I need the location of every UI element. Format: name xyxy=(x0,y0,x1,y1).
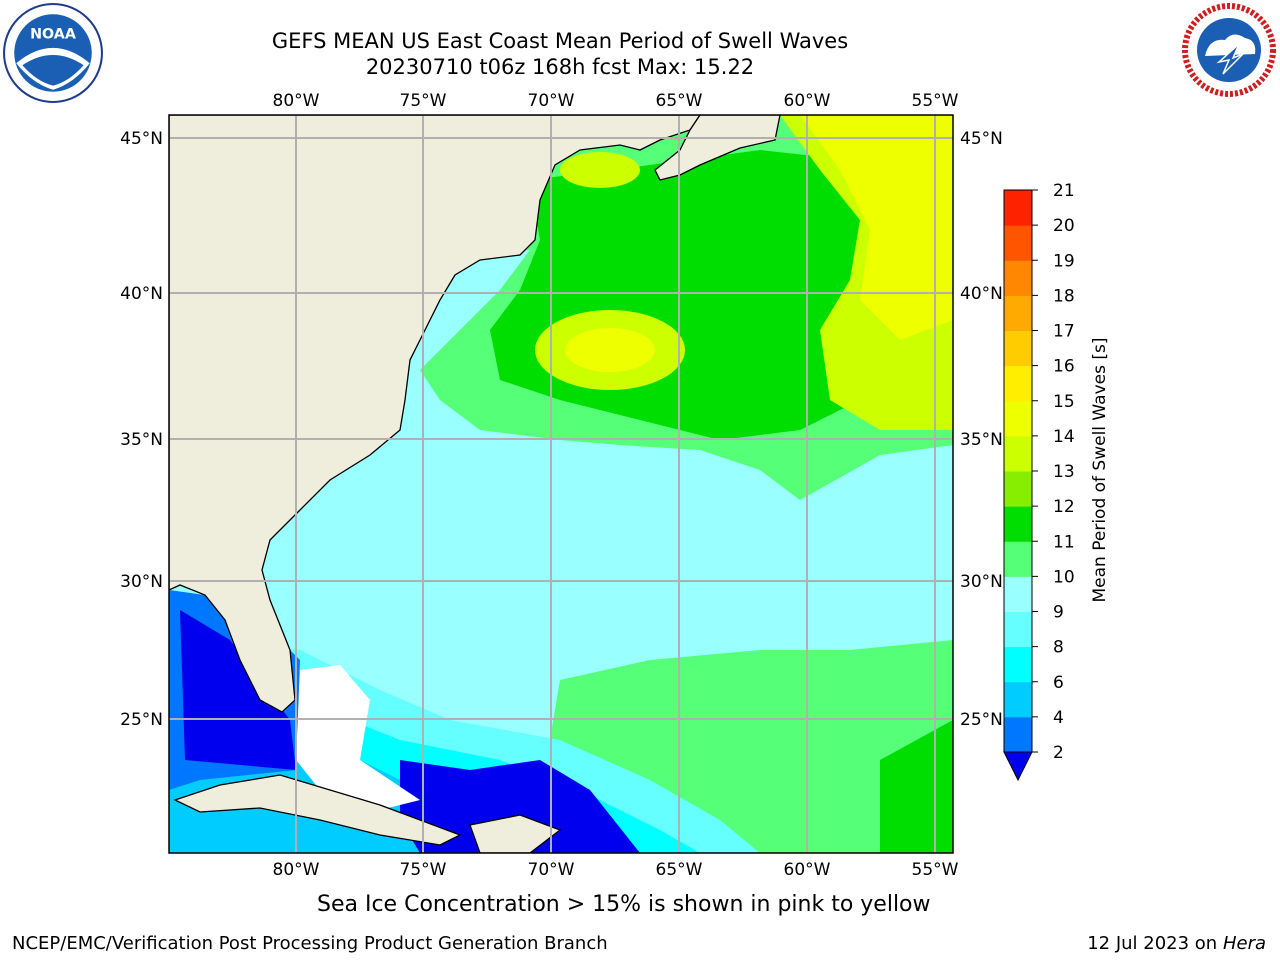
colorbar-tick-label: 13 xyxy=(1053,462,1075,482)
colorbar-label: Mean Period of Swell Waves [s] xyxy=(1090,338,1110,603)
lat-label: 45°N xyxy=(120,129,163,149)
colorbar-tick-label: 4 xyxy=(1053,708,1064,728)
zone-blob-core xyxy=(565,328,655,372)
colorbar-tick-label: 2 xyxy=(1053,743,1064,763)
lat-label: 25°N xyxy=(120,710,163,730)
lon-label: 70°W xyxy=(528,91,575,111)
zone-0-2-gulf xyxy=(180,610,296,770)
colorbar-tick-label: 16 xyxy=(1053,357,1075,377)
colorbar-segment xyxy=(1004,400,1032,437)
colorbar-segment xyxy=(1004,260,1032,296)
colorbar-segment xyxy=(1004,506,1032,542)
date-text: 12 Jul 2023 on xyxy=(1087,933,1223,954)
lon-label: 60°W xyxy=(784,91,831,111)
colorbar-tick-label: 10 xyxy=(1053,567,1075,587)
lon-label: 70°W xyxy=(528,860,575,880)
noaa-logo-icon: NOAA xyxy=(3,3,103,103)
chart-title: GEFS MEAN US East Coast Mean Period of S… xyxy=(271,29,849,53)
lat-label: 35°N xyxy=(120,430,163,450)
colorbar-tick-label: 19 xyxy=(1053,251,1075,271)
colorbar-segment xyxy=(1004,295,1032,331)
map-field-layer xyxy=(169,115,953,853)
credit-text: NCEP/EMC/Verification Post Processing Pr… xyxy=(12,933,608,954)
colorbar-segment xyxy=(1004,716,1032,753)
lon-labels-top: 80°W 75°W 70°W 65°W 60°W 55°W xyxy=(273,91,959,111)
colorbar-tick-label: 21 xyxy=(1053,181,1075,201)
lat-label: 45°N xyxy=(960,129,1003,149)
lat-label: 25°N xyxy=(960,710,1003,730)
lat-label: 40°N xyxy=(960,284,1003,304)
land-hispaniola xyxy=(469,814,562,853)
lon-label: 65°W xyxy=(656,860,703,880)
colorbar-segment xyxy=(1004,190,1032,226)
colorbar-segment xyxy=(1004,225,1032,261)
colorbar-tick-label: 11 xyxy=(1053,532,1075,552)
colorbar-segment xyxy=(1004,435,1032,472)
lat-labels-left: 45°N 40°N 35°N 30°N 25°N xyxy=(120,129,163,730)
colorbar-tick-label: 20 xyxy=(1053,216,1075,236)
zone-no-data xyxy=(296,665,420,810)
colorbar-tick-label: 9 xyxy=(1053,603,1064,623)
chart-subtitle: 20230710 t06z 168h fcst Max: 15.22 xyxy=(365,55,755,79)
lat-labels-right: 45°N 40°N 35°N 30°N 25°N xyxy=(960,129,1003,730)
lat-label: 30°N xyxy=(120,572,163,592)
lon-label: 80°W xyxy=(273,860,320,880)
lon-label: 80°W xyxy=(273,91,320,111)
date-stamp: 12 Jul 2023 on Hera xyxy=(1087,933,1266,954)
colorbar-tick-label: 18 xyxy=(1053,286,1075,306)
sea-ice-note: Sea Ice Concentration > 15% is shown in … xyxy=(317,892,931,917)
map-grid xyxy=(169,115,953,853)
map-frame xyxy=(168,114,954,854)
land-cuba xyxy=(173,774,462,846)
colorbar-segment xyxy=(1004,471,1032,507)
lon-label: 55°W xyxy=(912,91,959,111)
svg-text:NOAA: NOAA xyxy=(30,27,76,43)
lat-label: 35°N xyxy=(960,430,1003,450)
lon-label: 60°W xyxy=(784,860,831,880)
colorbar-tick-label: 15 xyxy=(1053,392,1075,412)
colorbar-tick-label: 14 xyxy=(1053,427,1075,447)
colorbar-segment xyxy=(1004,576,1032,612)
zone-gulf-maine xyxy=(560,152,640,188)
colorbar-segment xyxy=(1004,365,1032,402)
lat-label: 30°N xyxy=(960,572,1003,592)
colorbar-segment xyxy=(1004,681,1032,718)
colorbar-tick-label: 8 xyxy=(1053,638,1064,658)
colorbar-tick-label: 6 xyxy=(1053,673,1064,693)
colorbar-tick-label: 17 xyxy=(1053,322,1075,342)
colorbar-segment xyxy=(1004,541,1032,577)
colorbar-segment xyxy=(1004,330,1032,367)
colorbar-tick-label: 12 xyxy=(1053,497,1075,517)
colorbar-segment xyxy=(1004,611,1032,648)
land-north-america xyxy=(169,115,701,713)
zone-13-14 xyxy=(800,115,953,340)
lat-label: 40°N xyxy=(120,284,163,304)
machine-name: Hera xyxy=(1222,933,1266,954)
lon-label: 65°W xyxy=(656,91,703,111)
colorbar-segment xyxy=(1004,646,1032,683)
lon-label: 55°W xyxy=(912,860,959,880)
zone-0-2-caribbean xyxy=(400,760,640,853)
nws-logo-icon xyxy=(1182,3,1276,97)
lon-label: 75°W xyxy=(400,860,447,880)
colorbar: 2 4 6 8 9 10 11 12 13 14 15 16 17 18 19 20 21 xyxy=(1003,181,1075,782)
lon-labels-bottom: 80°W 75°W 70°W 65°W 60°W 55°W xyxy=(273,860,959,880)
colorbar-under-triangle xyxy=(1003,751,1033,782)
lon-label: 75°W xyxy=(400,91,447,111)
